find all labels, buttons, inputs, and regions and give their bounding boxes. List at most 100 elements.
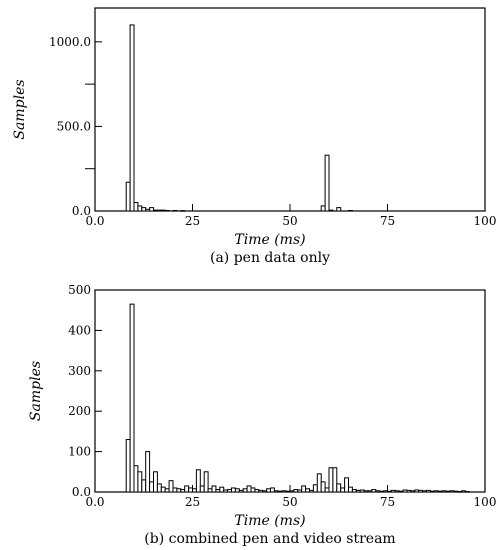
histogram-bar <box>437 490 443 493</box>
x-tick-label: 0.0 <box>85 214 104 228</box>
histogram-bar <box>133 202 139 212</box>
x-tick-label: 100 <box>474 214 497 228</box>
histogram-bar <box>195 469 201 493</box>
y-tick-label: 0.0 <box>72 204 91 218</box>
histogram-bar <box>273 490 279 493</box>
histogram-bar <box>457 491 463 493</box>
histogram-bar <box>250 487 256 493</box>
histogram-bar <box>141 207 147 212</box>
histogram-bar <box>426 489 431 493</box>
histogram-bar <box>418 489 424 493</box>
histogram-bar <box>188 487 194 493</box>
caption-b: (b) combined pen and video stream <box>144 531 395 547</box>
histogram-bar <box>441 490 447 493</box>
x-tick-label: 25 <box>185 214 200 228</box>
histogram-bar <box>394 490 400 493</box>
histogram-bar <box>160 209 166 212</box>
histogram-bar <box>445 490 451 493</box>
histogram-bar <box>153 471 158 493</box>
histogram-bar <box>203 471 209 493</box>
y-tick-label: 500 <box>68 283 91 297</box>
histogram-bar <box>270 487 275 493</box>
histogram-bar <box>156 483 162 493</box>
histogram-bar <box>363 490 369 493</box>
histogram-bar <box>453 490 459 493</box>
histogram-bar <box>153 209 158 212</box>
histogram-bar <box>234 488 240 493</box>
histogram-bar <box>184 485 190 493</box>
histogram-bar <box>422 490 428 493</box>
x-tick-label: 100 <box>474 495 497 509</box>
bars-a <box>125 24 353 212</box>
histogram-bar <box>164 488 170 493</box>
histogram-bar <box>199 485 205 493</box>
histogram-bar <box>355 489 361 493</box>
x-axis-title-a: Time (ms) <box>234 232 305 248</box>
x-tick-label: 50 <box>282 214 297 228</box>
histogram-bar <box>238 489 244 493</box>
histogram-bar <box>254 489 260 493</box>
histogram-bar <box>258 489 264 493</box>
histogram-bar <box>207 488 213 493</box>
y-tick-label: 100 <box>68 445 91 459</box>
histogram-bar <box>129 24 135 212</box>
histogram-bar <box>149 481 155 493</box>
histogram-bar <box>379 490 385 493</box>
histogram-bar <box>332 467 338 493</box>
histogram-bar <box>410 490 416 493</box>
histogram-bar <box>328 209 334 212</box>
histogram-bar <box>387 490 392 493</box>
histogram-bar <box>371 489 377 493</box>
histogram-bar <box>285 490 291 493</box>
histogram-bar <box>149 207 155 212</box>
y-tick-label: 300 <box>68 364 91 378</box>
histogram-bar <box>277 490 283 493</box>
histogram-bar <box>176 488 182 493</box>
histogram-bar <box>262 490 268 493</box>
histogram-bar <box>390 489 396 493</box>
histogram-bar <box>160 486 166 493</box>
histogram-bar <box>402 489 408 493</box>
histogram-bar <box>125 438 131 493</box>
histogram-bar <box>180 489 186 493</box>
histogram-bar <box>449 490 455 493</box>
y-tick-label: 0.0 <box>72 485 91 499</box>
histogram-bar <box>324 487 330 493</box>
x-axis-title-b: Time (ms) <box>234 513 305 529</box>
histogram-bar <box>359 489 365 493</box>
histogram-bar <box>465 491 470 493</box>
histogram-bar <box>281 490 287 493</box>
histogram-bar <box>297 489 303 493</box>
histogram-bar <box>309 489 314 493</box>
histogram-bar <box>344 477 350 493</box>
histogram-bar <box>351 489 357 493</box>
caption-a: (a) pen data only <box>210 250 330 266</box>
histogram-bar <box>227 489 233 493</box>
histogram-bar <box>324 154 330 212</box>
bars-b <box>125 303 470 493</box>
y-axis-title-a: Samples <box>12 79 28 139</box>
histogram-bar <box>156 209 162 212</box>
histogram-bar <box>137 471 143 493</box>
histogram-bar <box>375 490 381 493</box>
histogram-bar <box>367 490 373 493</box>
histogram-bar <box>242 488 248 493</box>
x-tick-label: 75 <box>380 495 395 509</box>
histogram-bar <box>133 465 139 493</box>
histogram-bar <box>168 480 174 493</box>
histogram-bar <box>137 205 143 212</box>
x-tick-label: 0.0 <box>85 495 104 509</box>
y-tick-label: 400 <box>68 323 91 337</box>
histogram-bar <box>433 490 439 493</box>
histogram-bar <box>348 209 353 212</box>
histogram-bar <box>125 181 131 212</box>
histogram-bar <box>461 490 467 493</box>
histogram-bar <box>340 487 346 493</box>
histogram-bar <box>336 207 342 212</box>
histogram-bar <box>266 488 272 493</box>
histogram-bar <box>129 303 135 493</box>
y-tick-label: 200 <box>68 404 91 418</box>
histogram-bar <box>215 489 221 493</box>
